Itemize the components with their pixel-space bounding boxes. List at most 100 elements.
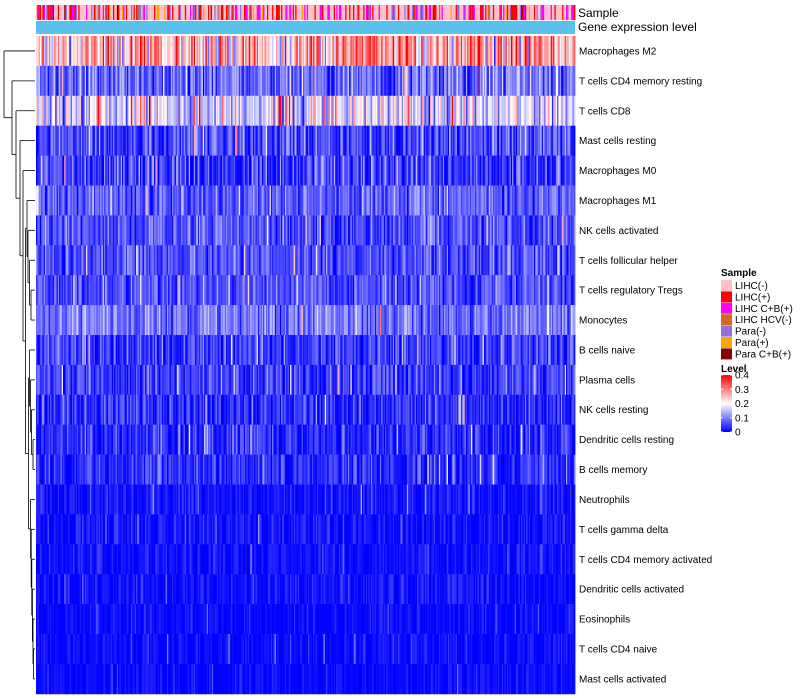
- heatmap-cell: [518, 65, 521, 97]
- heatmap-cell: [485, 305, 487, 336]
- heatmap-cell: [539, 125, 541, 156]
- heatmap-cell: [240, 215, 242, 246]
- heatmap-cell: [426, 305, 428, 336]
- heatmap-cell: [106, 155, 109, 186]
- heatmap-cell: [286, 335, 288, 366]
- heatmap-cell: [536, 65, 539, 97]
- heatmap-cell: [46, 305, 48, 336]
- heatmap-cell: [431, 95, 433, 127]
- heatmap-cell: [480, 245, 482, 276]
- heatmap-cell: [120, 95, 123, 127]
- heatmap-cell: [265, 95, 268, 127]
- heatmap-cell: [341, 95, 344, 127]
- heatmap-cell: [397, 185, 400, 216]
- heatmap-cell: [52, 305, 55, 336]
- heatmap-cell: [132, 95, 134, 127]
- heatmap-cell: [490, 305, 492, 336]
- heatmap-cell: [537, 95, 540, 127]
- heatmap-cell: [139, 275, 142, 306]
- sample-annotation-cell: [147, 5, 150, 20]
- heatmap-cell: [282, 36, 285, 67]
- heatmap-cell: [107, 305, 110, 336]
- heatmap-cell: [114, 275, 116, 306]
- heatmap-cell: [378, 185, 381, 216]
- heatmap-cell: [431, 125, 433, 156]
- heatmap-cell: [236, 125, 238, 156]
- heatmap-cell: [139, 185, 142, 216]
- heatmap-cell: [397, 125, 400, 156]
- heatmap-cell: [143, 245, 146, 276]
- heatmap-cell: [62, 335, 65, 366]
- heatmap-cell: [277, 215, 279, 246]
- heatmap-cell: [310, 155, 313, 186]
- heatmap-cell: [459, 335, 462, 366]
- heatmap-cell: [347, 305, 350, 336]
- heatmap-cell: [440, 245, 442, 276]
- heatmap-cell: [378, 36, 381, 67]
- heatmap-cell: [486, 65, 489, 97]
- heatmap-cell: [41, 335, 43, 366]
- heatmap-cell: [527, 125, 530, 156]
- heatmap-cell: [419, 215, 422, 246]
- heatmap-cell: [251, 275, 254, 306]
- heatmap-cell: [464, 125, 467, 156]
- heatmap-cell: [517, 125, 519, 156]
- heatmap-cell: [458, 185, 460, 216]
- heatmap-cell: [446, 125, 449, 156]
- heatmap-cell: [44, 65, 47, 97]
- sample-annotation-cell: [417, 5, 419, 20]
- heatmap-cell: [476, 95, 478, 127]
- heatmap-cell: [84, 305, 87, 336]
- heatmap-cell: [423, 65, 426, 97]
- heatmap-cell: [83, 275, 86, 306]
- heatmap-cell: [232, 335, 235, 366]
- heatmap-cell: [340, 245, 342, 276]
- heatmap-cell: [121, 155, 124, 186]
- heatmap-cell: [113, 275, 115, 306]
- heatmap-cell: [540, 185, 543, 216]
- heatmap-cell: [182, 335, 184, 366]
- heatmap-cell: [55, 155, 57, 186]
- heatmap-cell: [277, 245, 279, 276]
- heatmap-cell: [198, 275, 201, 306]
- heatmap-cell: [422, 95, 424, 127]
- heatmap-cell: [227, 305, 229, 336]
- heatmap-cell: [278, 125, 281, 156]
- heatmap-cell: [186, 155, 188, 186]
- heatmap-cell: [412, 245, 414, 276]
- sample-annotation-cell: [318, 5, 321, 20]
- heatmap-cell: [79, 275, 82, 306]
- heatmap-cell: [51, 335, 54, 366]
- heatmap-cell: [317, 65, 319, 97]
- sample-annotation-cell: [92, 5, 95, 20]
- heatmap-cell: [526, 245, 528, 276]
- sample-annotation-cell: [429, 5, 432, 20]
- heatmap-cell: [352, 125, 355, 156]
- heatmap-cell: [36, 305, 38, 336]
- heatmap-cell: [376, 215, 378, 246]
- heatmap-cell: [492, 65, 495, 97]
- heatmap-cell: [341, 215, 344, 246]
- heatmap-cell: [224, 155, 227, 186]
- heatmap-cell: [455, 245, 458, 276]
- heatmap-cell: [468, 245, 471, 276]
- heatmap-cell: [477, 245, 480, 276]
- heatmap-cell: [441, 95, 444, 127]
- heatmap-cell: [426, 185, 428, 216]
- heatmap-cell: [336, 335, 338, 366]
- heatmap-cell: [379, 65, 382, 97]
- heatmap-cell: [201, 245, 204, 276]
- heatmap-cell: [259, 185, 261, 216]
- heatmap-cell: [510, 215, 513, 246]
- heatmap-cell: [413, 125, 415, 156]
- heatmap-cell: [427, 335, 430, 366]
- heatmap-cell: [483, 215, 486, 246]
- heatmap-cell: [36, 185, 38, 216]
- heatmap-cell: [77, 155, 79, 186]
- heatmap-cell: [396, 275, 399, 306]
- sample-annotation-cell: [59, 5, 61, 20]
- heatmap-cell: [305, 275, 308, 306]
- heatmap-cell: [522, 36, 525, 67]
- heatmap-cell: [37, 65, 39, 97]
- heatmap-cell: [387, 185, 390, 216]
